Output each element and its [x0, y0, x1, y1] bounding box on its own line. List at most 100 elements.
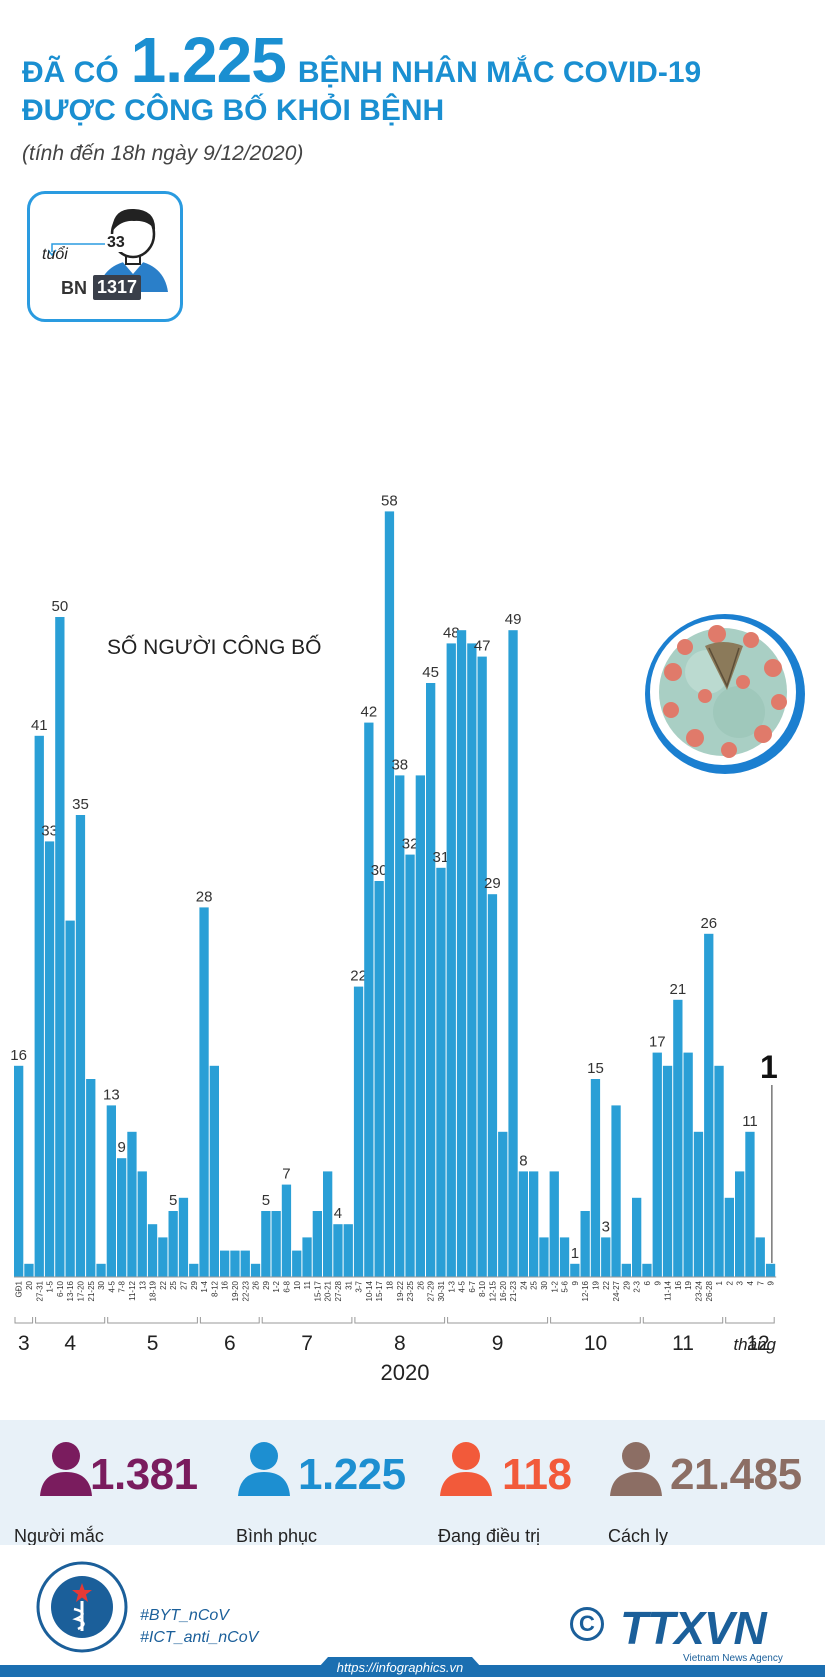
bar-value-label: 16 — [10, 1047, 27, 1064]
month-label: 5 — [147, 1332, 159, 1355]
x-tick-label: 8-10 — [478, 1280, 487, 1297]
person-icon — [238, 1442, 290, 1496]
footer: #BYT_nCoV #ICT_anti_nCoV C TTXVN Vietnam… — [0, 1545, 825, 1677]
x-tick-label: 1-2 — [272, 1280, 281, 1292]
chart-bar — [137, 1171, 147, 1277]
x-tick-label: 6 — [643, 1280, 652, 1285]
bar-value-label: 49 — [505, 611, 522, 628]
agency-logo: TTXVN — [620, 1602, 767, 1654]
month-label: 9 — [492, 1332, 504, 1355]
chart-bar — [271, 1211, 281, 1277]
year-label: 2020 — [381, 1360, 430, 1385]
x-tick-label: 25 — [169, 1280, 178, 1289]
chart-bar — [364, 722, 374, 1277]
ministry-of-health-seal-icon — [36, 1561, 128, 1653]
chart-bar — [693, 1131, 704, 1277]
bar-value-label: 29 — [484, 875, 501, 892]
x-tick-label: 30 — [97, 1280, 106, 1289]
x-tick-label: 22 — [159, 1280, 168, 1289]
agency-caption: Vietnam News Agency — [683, 1653, 783, 1664]
chart-bar — [240, 1250, 250, 1277]
chart-bar — [168, 1211, 178, 1277]
x-tick-label: 3 — [736, 1280, 745, 1285]
patient-age: 33 — [105, 234, 127, 252]
bar-value-label: 7 — [282, 1166, 290, 1183]
x-tick-label: 11 — [303, 1280, 312, 1289]
stat-recovered-label: Bình phục — [236, 1526, 318, 1546]
bar-value-label: 21 — [670, 981, 687, 998]
x-tick-label: 23-24 — [695, 1280, 704, 1301]
chart-bar — [446, 643, 456, 1277]
x-tick-label: 22-23 — [241, 1280, 250, 1301]
x-tick-label: 29 — [622, 1280, 631, 1289]
x-tick-label: 29 — [190, 1280, 199, 1289]
bar-value-label: 30 — [371, 862, 388, 879]
chart-bar — [220, 1250, 230, 1277]
site-url[interactable]: https://infographics.vn — [336, 1660, 464, 1675]
bar-value-label: 11 — [742, 1113, 758, 1130]
bar-value-label: 26 — [700, 915, 717, 932]
stat-recovered: 1.225 Bình phục — [236, 1438, 416, 1546]
chart-bar — [611, 1105, 621, 1277]
x-tick-label: 21-25 — [87, 1280, 96, 1301]
chart-bar — [189, 1263, 199, 1277]
highlight-value-label: 1 — [760, 1049, 778, 1085]
x-tick-label: 9 — [767, 1280, 776, 1285]
chart-bar — [14, 1065, 24, 1277]
chart-bar — [508, 630, 518, 1277]
chart-bar — [147, 1224, 158, 1277]
month-bracket — [107, 1317, 198, 1324]
x-tick-label: 25 — [530, 1280, 539, 1289]
chart-bar — [281, 1184, 292, 1277]
bar-value-label: 5 — [262, 1192, 270, 1209]
title-line1: ĐÃ CÓ 1.225 BỆNH NHÂN MẮC COVID-19 — [22, 28, 701, 92]
stat-isolated-label: Cách ly — [608, 1526, 669, 1546]
chart-bar — [44, 841, 55, 1277]
x-tick-label: 7-8 — [118, 1280, 127, 1292]
x-tick-label: 20 — [25, 1280, 34, 1289]
x-tick-label: 19 — [592, 1280, 601, 1289]
hashtag-ict: #ICT_anti_nCoV — [140, 1629, 259, 1646]
x-tick-label: 17-20 — [77, 1280, 86, 1301]
chart-bar — [34, 735, 44, 1277]
title-number: 1.225 — [130, 24, 287, 96]
bar-value-label: 31 — [433, 849, 450, 866]
stat-infected: 1.381 Người mắc — [14, 1438, 208, 1546]
bar-value-label: 22 — [350, 968, 367, 985]
chart-bar — [65, 920, 75, 1277]
chart-bar — [117, 1158, 127, 1277]
chart-bar — [405, 854, 415, 1277]
x-tick-label: 4 — [746, 1280, 755, 1285]
chart-bar — [580, 1211, 590, 1277]
hashtag-byt: #BYT_nCoV — [140, 1607, 229, 1624]
hashtags: #BYT_nCoV #ICT_anti_nCoV — [140, 1605, 258, 1649]
bar-value-label: 50 — [52, 598, 69, 615]
stat-isolated: 21.485 Cách ly — [608, 1438, 808, 1546]
x-tick-label: 12-16 — [581, 1280, 590, 1301]
stat-treating: 118 Đang điều trị — [438, 1438, 598, 1546]
x-tick-label: 16-20 — [499, 1280, 508, 1301]
bar-value-label: 9 — [118, 1139, 126, 1156]
subtitle: (tính đến 18h ngày 9/12/2020) — [22, 142, 304, 165]
chart-bar — [178, 1197, 189, 1277]
chart-bar — [395, 775, 405, 1277]
x-tick-label: 6-10 — [56, 1280, 65, 1297]
stat-infected-label: Người mắc — [14, 1526, 104, 1546]
x-tick-label: 15-17 — [375, 1280, 384, 1301]
x-tick-label: 19 — [684, 1280, 693, 1289]
title-line2: ĐƯỢC CÔNG BỐ KHỎI BỆNH — [22, 94, 445, 127]
x-tick-label: 2-3 — [633, 1280, 642, 1292]
x-tick-label: 26-28 — [705, 1280, 714, 1301]
chart-bar — [384, 511, 395, 1277]
bar-value-label: 32 — [402, 836, 419, 853]
chart-bar — [312, 1211, 322, 1277]
bar-value-label: 33 — [41, 822, 58, 839]
chart-bar — [673, 999, 683, 1277]
x-tick-label: 19-20 — [231, 1280, 240, 1301]
chart-bar — [745, 1131, 755, 1277]
chart-bar — [230, 1250, 240, 1277]
chart-bar — [96, 1263, 106, 1277]
chart-bar — [199, 907, 209, 1277]
bar-value-label: 35 — [72, 796, 89, 813]
bar-value-label: 15 — [587, 1060, 604, 1077]
